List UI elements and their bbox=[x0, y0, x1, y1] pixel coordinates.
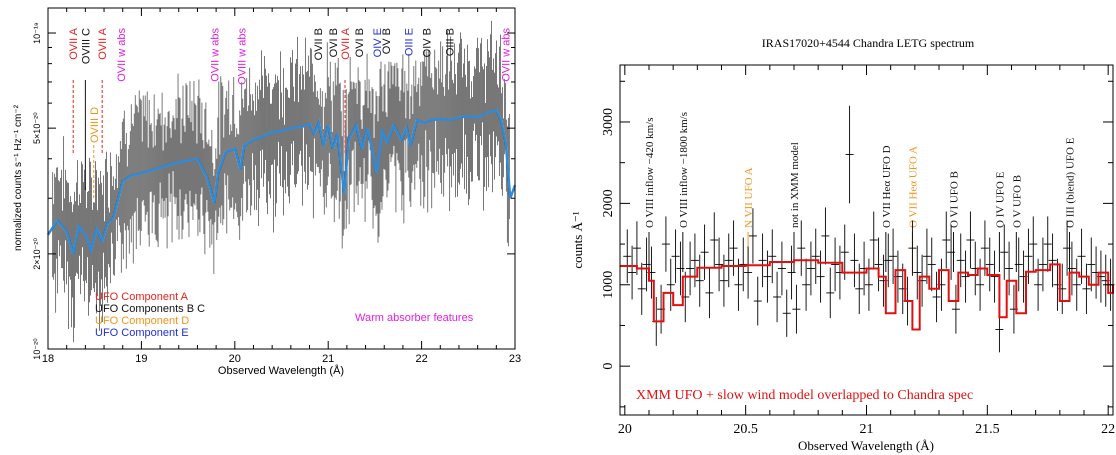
left-warm-absorber-note: Warm absorber features bbox=[355, 312, 474, 324]
left-x-tick-label: 23 bbox=[509, 353, 521, 365]
right-model-line bbox=[620, 259, 1114, 331]
left-line-label: OVII A bbox=[97, 27, 109, 59]
right-line-label: O VII Heα UFO D bbox=[881, 145, 893, 228]
right-y-tick-label: 3000 bbox=[601, 108, 616, 136]
left-line-label: OVII w abs bbox=[116, 28, 128, 82]
left-y-tick-label: 2×10⁻²⁰ bbox=[32, 238, 42, 270]
left-line-label: OVII A bbox=[68, 27, 80, 59]
right-model-annotation: XMM UFO + slow wind model overlapped to … bbox=[636, 388, 973, 403]
left-x-tick-label: 21 bbox=[322, 353, 334, 365]
right-x-axis-label: Observed Wavelength (Å) bbox=[798, 438, 934, 453]
left-line-label: OIV E bbox=[372, 28, 384, 57]
right-line-label: O V UFO B bbox=[1011, 175, 1023, 228]
right-y-tick-label: 2000 bbox=[601, 189, 616, 217]
right-plot-frame bbox=[619, 64, 1114, 416]
left-line-label: OVI B bbox=[328, 28, 340, 57]
left-x-axis-label: Observed Wavelength (Å) bbox=[218, 364, 344, 377]
right-line-label: O VIII inflow −1800 km/s bbox=[678, 112, 690, 228]
left-x-tick-label: 19 bbox=[135, 353, 147, 365]
right-x-tick-label: 20.5 bbox=[733, 422, 758, 437]
left-axes-ticks: 18 19 20 21 22 23 10⁻²⁰ 2×10⁻²⁰ 5×10⁻²⁰ 10⁻¹⁹ bbox=[32, 8, 521, 365]
left-legend-entry: UFO Component D bbox=[95, 315, 189, 327]
left-line-label: OIV B bbox=[421, 28, 433, 57]
left-line-label: OVII A bbox=[340, 27, 352, 59]
left-legend-entry: UFO Component E bbox=[95, 327, 189, 339]
right-x-tick-label: 21 bbox=[860, 422, 874, 437]
left-x-tick-label: 20 bbox=[229, 353, 241, 365]
left-x-tick-label: 18 bbox=[42, 353, 54, 365]
right-axes-ticks: 20 20.5 21 21.5 22 0 1000 2000 3000 bbox=[601, 65, 1115, 437]
right-spectrum-panel: IRAS17020+4544 Chandra LETG spectrum O V… bbox=[570, 36, 1115, 453]
left-line-label: OV B bbox=[381, 28, 393, 54]
left-legend-entry: UFO Component A bbox=[95, 291, 189, 303]
left-legend-entry: UFO Components B C bbox=[95, 303, 205, 315]
left-line-label: OIII E bbox=[404, 28, 416, 56]
left-y-tick-label: 5×10⁻²⁰ bbox=[32, 112, 42, 144]
right-data-errorbars bbox=[623, 105, 1115, 353]
left-y-axis-label: normalized counts s⁻¹ Hz⁻¹ cm⁻² bbox=[13, 104, 24, 251]
right-line-markers: O VIII inflow −420 km/s O VIII inflow −18… bbox=[644, 112, 1077, 272]
left-plot-frame bbox=[47, 7, 516, 350]
left-line-label: OVIII w abs bbox=[236, 28, 248, 85]
right-x-tick-label: 21.5 bbox=[975, 422, 1000, 437]
right-line-label: O VIII inflow −420 km/s bbox=[644, 118, 656, 229]
right-x-tick-label: 20 bbox=[618, 422, 632, 437]
left-line-label: OVI B bbox=[354, 28, 366, 57]
right-line-label: O VII Heα UFO A bbox=[907, 146, 919, 228]
left-line-label: OVII w abs bbox=[501, 28, 513, 82]
right-x-tick-label: 22 bbox=[1101, 422, 1115, 437]
left-line-label: OVIII C bbox=[80, 28, 92, 64]
left-y-tick-label: 10⁻²⁰ bbox=[32, 338, 42, 360]
left-x-tick-label: 22 bbox=[415, 353, 427, 365]
left-line-label: OIII B bbox=[445, 28, 457, 56]
left-model-curve bbox=[46, 108, 517, 255]
right-y-tick-label: 0 bbox=[601, 363, 616, 370]
left-line-label: OVIII D bbox=[89, 107, 101, 143]
right-y-axis-label: counts Å⁻¹ bbox=[570, 211, 585, 268]
right-line-label: O IV UFO E bbox=[994, 171, 1006, 228]
right-y-tick-label: 1000 bbox=[601, 271, 616, 299]
right-line-label: O III (blend) UFO E bbox=[1065, 137, 1077, 228]
left-line-label: OVII B bbox=[313, 28, 325, 60]
right-line-label: N VII UFO A bbox=[743, 167, 755, 228]
left-model-line bbox=[46, 108, 517, 255]
right-line-label: O VI UFO B bbox=[949, 171, 961, 228]
left-y-tick-label: 10⁻¹⁹ bbox=[32, 22, 42, 44]
right-chart-title: IRAS17020+4544 Chandra LETG spectrum bbox=[762, 36, 975, 50]
right-line-label: not in XMM model bbox=[789, 142, 801, 228]
right-model-curve bbox=[620, 259, 1114, 331]
left-line-label: OVII w abs bbox=[209, 28, 221, 82]
